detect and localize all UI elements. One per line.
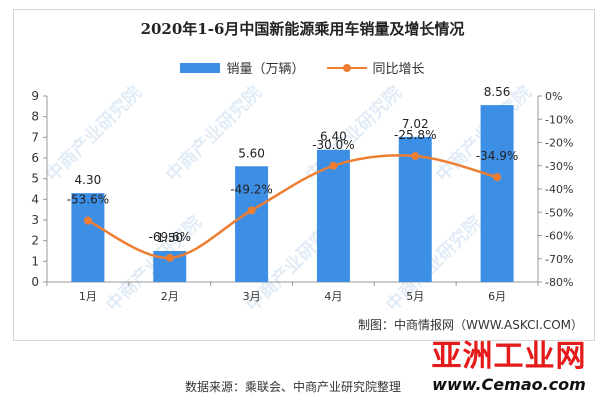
y-tick-label-left: 5 <box>31 172 39 186</box>
growth-point <box>493 173 502 182</box>
x-tick-label: 6月 <box>488 290 506 303</box>
y-tick-label-right: -50% <box>545 206 573 219</box>
source-note: 制图：中商情报网（WWW.ASKCI.COM） <box>358 318 583 332</box>
data-source-text: 数据来源：乘联会、中商产业研究院整理 <box>185 380 402 394</box>
y-tick-label-left: 2 <box>31 234 39 248</box>
logo-url-text: www.Cemao.com <box>432 375 586 394</box>
bar <box>235 166 269 282</box>
bar <box>398 136 432 282</box>
growth-value-label: -53.6% <box>67 193 109 207</box>
y-tick-label-left: 4 <box>31 192 39 206</box>
y-tick-label-left: 7 <box>31 130 39 144</box>
y-tick-label-right: -60% <box>545 230 573 243</box>
growth-point <box>165 253 174 262</box>
y-tick-label-right: -10% <box>545 113 573 126</box>
growth-value-label: -30.0% <box>312 138 354 152</box>
y-tick-label-right: 0% <box>545 90 562 103</box>
x-tick-label: 4月 <box>324 290 342 303</box>
growth-point <box>329 161 338 170</box>
legend: 销量（万辆） 同比增长 <box>0 58 605 77</box>
growth-value-label: -25.8% <box>394 128 436 142</box>
x-tick-label: 3月 <box>243 290 261 303</box>
legend-swatch-line <box>326 62 367 74</box>
bar-value-label: 6.40 <box>320 130 347 144</box>
y-tick-label-left: 3 <box>31 213 39 227</box>
legend-item-growth: 同比增长 <box>326 58 425 77</box>
bar-value-label: 1.50 <box>156 231 183 245</box>
legend-label-growth: 同比增长 <box>372 62 425 77</box>
chart-title: 2020年1-6月中国新能源乘用车销量及增长情况 <box>140 20 465 38</box>
growth-value-label: -34.9% <box>476 149 518 163</box>
x-tick-label: 1月 <box>79 290 97 303</box>
site-logo: 亚洲工业网 www.Cemao.com <box>424 340 594 396</box>
legend-label-sales: 销量（万辆） <box>226 62 305 77</box>
growth-line <box>87 154 498 260</box>
growth-point <box>411 151 420 160</box>
bar <box>316 149 350 282</box>
x-tick-label: 5月 <box>406 290 424 303</box>
bar-value-label: 7.02 <box>402 117 429 131</box>
bar-value-label: 8.56 <box>484 85 511 99</box>
bar <box>480 105 514 283</box>
x-tick-label: 2月 <box>161 290 179 303</box>
growth-point <box>247 206 256 215</box>
growth-value-label: -49.2% <box>230 182 272 196</box>
legend-item-sales: 销量（万辆） <box>180 58 305 77</box>
y-tick-label-left: 6 <box>31 151 39 165</box>
legend-swatch-bar <box>180 62 221 73</box>
bar-value-label: 4.30 <box>75 173 102 187</box>
y-tick-label-left: 9 <box>31 89 39 103</box>
y-tick-label-right: -40% <box>545 183 573 196</box>
y-tick-label-left: 1 <box>31 254 39 268</box>
bar-value-label: 5.60 <box>238 146 265 160</box>
y-tick-label-right: -30% <box>545 160 573 173</box>
y-tick-label-right: -70% <box>545 253 573 266</box>
y-tick-label-left: 8 <box>31 110 39 124</box>
y-tick-label-left: 0 <box>31 275 39 289</box>
logo-main-text: 亚洲工业网 <box>431 339 587 374</box>
y-tick-label-right: -20% <box>545 137 573 150</box>
growth-point <box>83 216 92 225</box>
y-tick-label-right: -80% <box>545 276 573 289</box>
bar <box>71 193 105 282</box>
growth-value-label: -69.6% <box>149 230 191 244</box>
